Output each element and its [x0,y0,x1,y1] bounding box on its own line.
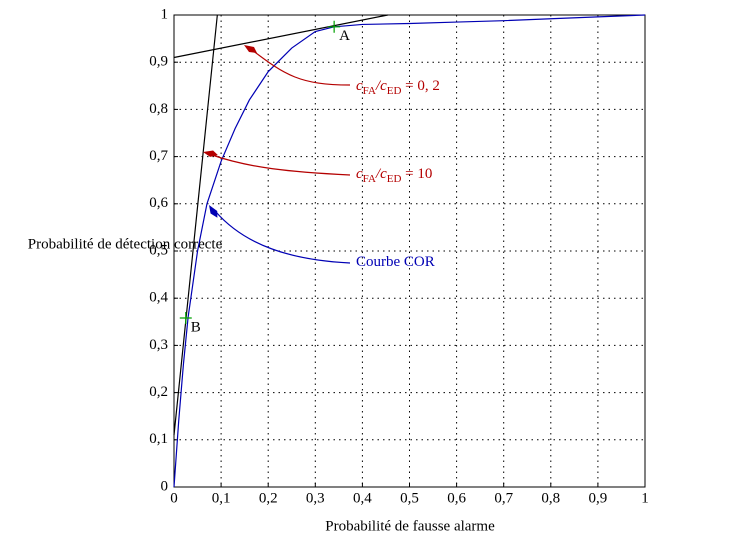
x-axis-label: Probabilité de fausse alarme [325,518,495,534]
y-tick-label: 0,3 [149,337,168,353]
y-tick-label: 0,8 [149,101,168,117]
annotation-arrow [211,154,351,176]
x-tick-label: 1 [641,490,649,506]
y-tick-label: 0,6 [149,195,168,211]
annotation-part: Courbe COR [356,254,435,270]
annotation-part: FA [363,85,376,97]
x-tick-label: 0,1 [212,490,231,506]
x-tick-label: 0,8 [541,490,560,506]
y-tick-label: 0,2 [149,384,168,400]
annotation-arrow [215,211,351,264]
x-tick-label: 0,7 [494,490,513,506]
annotation-part: /c [375,78,387,94]
annotation-part: c [356,78,363,94]
annotation: cFA/cED = 0, 2 [356,78,440,96]
x-tick-label: 0,3 [306,490,325,506]
x-tick-label: 0,5 [400,490,419,506]
y-tick-label: 0,5 [149,242,168,258]
y-tick-label: 0,7 [149,148,168,164]
line [173,14,388,59]
y-tick-label: 0,1 [149,431,168,447]
arrow-head [209,205,218,218]
annotation-part: ED [387,85,402,97]
annotation: Courbe COR [356,254,435,270]
y-tick-label: 1 [161,6,169,22]
annotation-part: ED [387,173,402,185]
annotation-part: c [356,166,363,182]
annotation-part: FA [363,173,376,185]
plot-frame [173,14,646,488]
line [173,14,646,488]
x-tick-label: 0,9 [589,490,608,506]
point-marker [328,20,341,33]
y-tick-label: 0 [161,478,169,494]
x-tick-label: 0,2 [259,490,278,506]
x-tick-label: 0,6 [447,490,466,506]
y-tick-label: 0,4 [149,290,168,306]
x-tick-label: 0,4 [353,490,372,506]
arrow-head [203,150,218,157]
line [173,14,218,436]
point-marker [179,312,192,325]
y-tick-label: 0,9 [149,54,168,70]
annotation: cFA/cED = 10 [356,166,432,184]
point-label: A [339,28,350,44]
arrow-head [244,45,257,53]
annotation-arrow [251,49,351,86]
annotation-part: = 0, 2 [401,78,439,94]
annotation-part: = 10 [401,166,432,182]
annotation-part: /c [375,166,387,182]
point-label: B [191,319,201,335]
x-tick-label: 0 [170,490,178,506]
